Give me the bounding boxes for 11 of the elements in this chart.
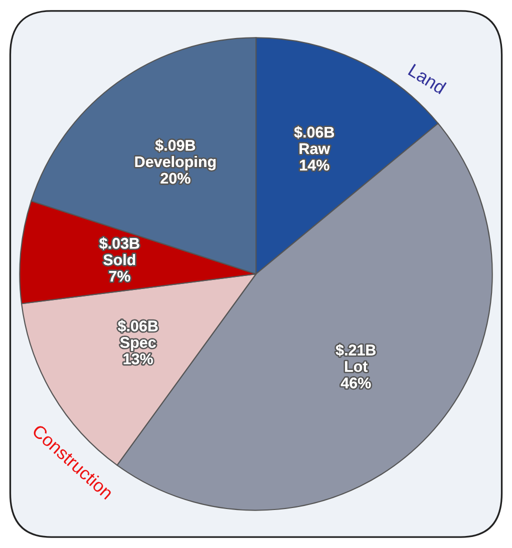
slice-label: $.06B Raw bbox=[294, 126, 334, 154]
slice-label: $.21B Lot bbox=[336, 344, 376, 372]
text: Land bbox=[408, 63, 447, 94]
slice-label: $.09B Developing bbox=[135, 139, 216, 170]
slice-label: $.06B Spec bbox=[118, 320, 158, 351]
slice-label: $.03B Sold bbox=[99, 237, 140, 266]
data-label: 46% bbox=[340, 378, 371, 388]
data-label: 13% bbox=[124, 354, 153, 364]
data-label: 7% bbox=[109, 270, 130, 282]
data-label: 20% bbox=[160, 172, 190, 184]
data-label: 14% bbox=[300, 160, 330, 171]
